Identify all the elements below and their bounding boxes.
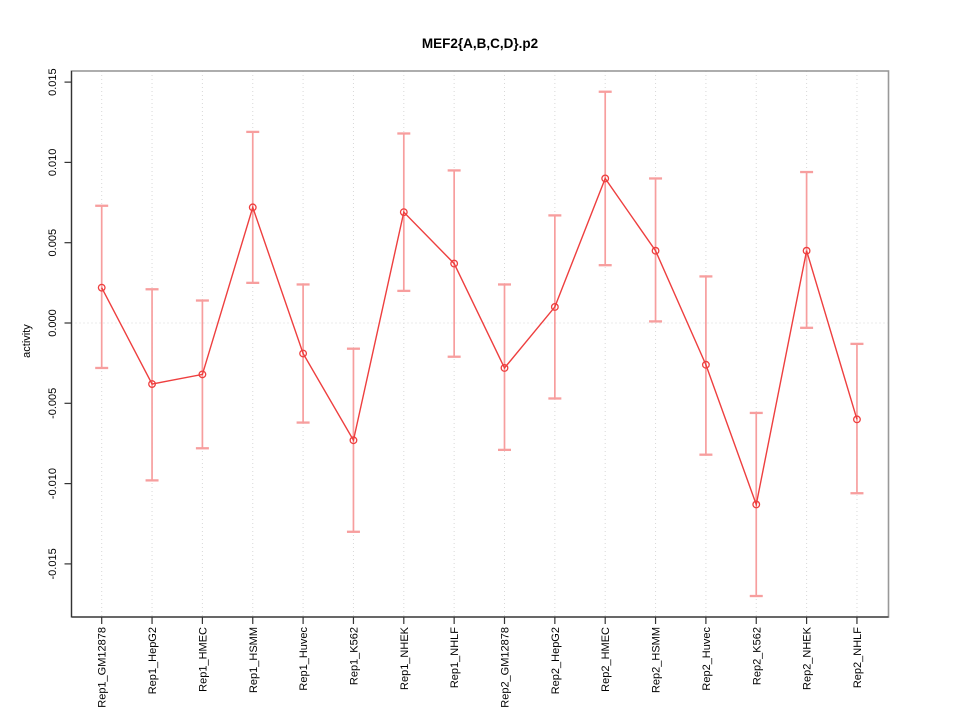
- x-tick-label: Rep2_HMEC: [600, 627, 612, 692]
- y-tick-label: 0.010: [47, 149, 59, 177]
- chart-title: MEF2{A,B,C,D}.p2: [421, 36, 539, 51]
- x-tick-label: Rep2_HepG2: [550, 627, 562, 694]
- error-bar: [95, 204, 109, 370]
- error-bar: [800, 170, 814, 329]
- x-tick-label: Rep1_HMEC: [197, 627, 209, 692]
- data-point: [802, 246, 811, 255]
- data-point: [550, 302, 559, 311]
- x-tick-label: Rep1_HepG2: [147, 627, 159, 694]
- data-point: [97, 283, 106, 292]
- x-tick-label: Rep2_NHEK: [802, 626, 814, 690]
- series-line: [101, 176, 858, 508]
- data-point: [198, 370, 207, 379]
- data-point: [500, 364, 509, 372]
- y-tick-label: 0.005: [47, 229, 59, 257]
- x-tick-label: Rep2_K562: [751, 627, 763, 685]
- data-point: [601, 174, 610, 183]
- plot-box: [70, 70, 890, 618]
- data-point: [248, 203, 257, 212]
- x-tick-label: Rep1_Huvec: [298, 627, 310, 691]
- x-tick-label: Rep1_NHLF: [449, 627, 461, 688]
- x-tick-label: Rep1_K562: [348, 627, 360, 685]
- y-tick-label: 0.015: [47, 68, 59, 96]
- data-point: [148, 380, 156, 388]
- data-point: [752, 500, 761, 509]
- y-axis-label: activity: [21, 324, 33, 358]
- x-tick-label: Rep2_HSMM: [651, 627, 663, 693]
- data-point: [651, 246, 660, 255]
- y-tick-label: -0.005: [47, 388, 59, 419]
- error-bar: [145, 288, 159, 482]
- data-point: [349, 436, 358, 445]
- y-tick-label: -0.015: [47, 548, 59, 579]
- x-tick-label: Rep1_GM12878: [97, 627, 109, 708]
- data-point: [701, 360, 710, 369]
- x-tick-label: Rep2_GM12878: [500, 627, 512, 708]
- data-point: [853, 415, 861, 424]
- x-tick-label: Rep2_NHLF: [852, 627, 864, 688]
- data-point: [399, 208, 408, 217]
- y-tick-label: -0.010: [47, 468, 59, 499]
- x-tick-label: Rep1_NHEK: [399, 626, 411, 690]
- y-tick-label: 0.000: [47, 309, 59, 337]
- x-tick-label: Rep2_Huvec: [701, 627, 713, 691]
- data-point: [299, 349, 308, 358]
- x-tick-label: Rep1_HSMM: [248, 627, 260, 693]
- data-point: [450, 259, 459, 268]
